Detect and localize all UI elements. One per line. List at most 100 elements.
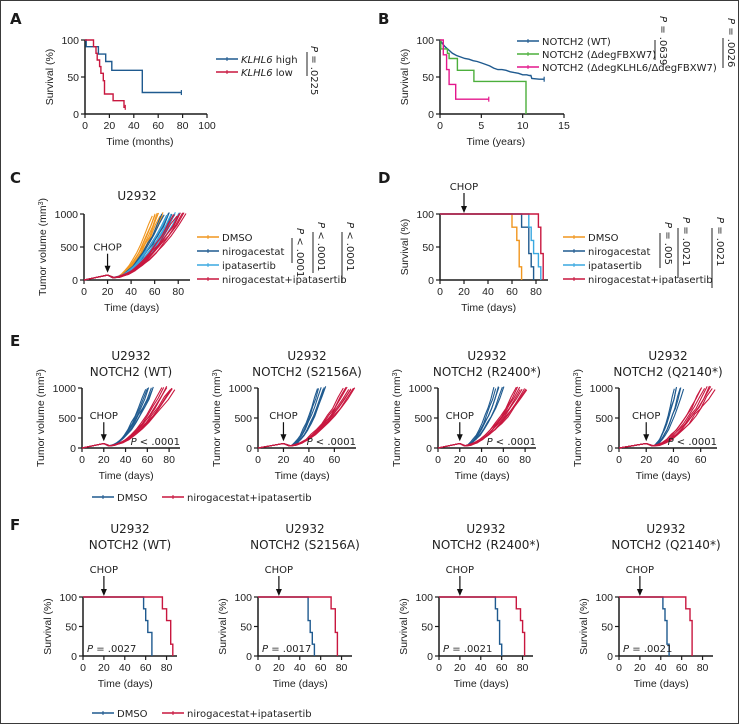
y-axis-label: Survival (%) bbox=[399, 49, 411, 106]
panel-letter-a: A bbox=[10, 10, 22, 28]
y-tick-label: 50 bbox=[421, 622, 433, 634]
x-axis-label: Time (days) bbox=[454, 678, 509, 690]
legend-label-suffix: high bbox=[273, 55, 298, 66]
chart-title-line2: NOTCH2 (S2156A) bbox=[252, 365, 362, 379]
x-tick-label: 10 bbox=[517, 120, 529, 132]
x-tick-label: 60 bbox=[329, 454, 341, 466]
y-tick-label: 0 bbox=[428, 275, 434, 287]
y-axis-label-close: ) bbox=[391, 369, 403, 373]
legend-label: nirogacestat+ipatasertib bbox=[588, 275, 713, 286]
x-tick-label: 40 bbox=[476, 454, 488, 466]
y-axis-label: Tumor volume (mm3) bbox=[211, 369, 223, 467]
chop-label: CHOP bbox=[446, 565, 474, 576]
p-value-symbol: P bbox=[725, 18, 736, 25]
x-axis-label: Time (months) bbox=[106, 136, 173, 148]
x-tick-label: 20 bbox=[454, 454, 466, 466]
y-tick-label: 0 bbox=[70, 443, 76, 455]
chop-arrow-head bbox=[275, 589, 282, 596]
y-axis-label: Tumor volume (mm3) bbox=[572, 369, 584, 467]
y-axis-label-sup: 3 bbox=[392, 372, 399, 376]
legend-label: nirogacestat+ipatasertib bbox=[187, 709, 312, 720]
p-value: P < .0001 bbox=[294, 228, 305, 277]
series-line-dmso bbox=[439, 596, 503, 656]
chart-title-line1: U2932 bbox=[648, 349, 687, 363]
series-line-nirogacestat bbox=[440, 213, 535, 280]
panel-letter-d: D bbox=[378, 169, 390, 187]
legend-label: NOTCH2 (WT) bbox=[542, 37, 611, 48]
chart-title-line2: NOTCH2 (R2400*) bbox=[433, 365, 541, 379]
series-line-notch2-wt- bbox=[439, 39, 545, 80]
legend-label: nirogacestat+ipatasertib bbox=[187, 493, 312, 504]
chart-title-line2: NOTCH2 (R2400*) bbox=[432, 538, 540, 552]
legend-label: DMSO bbox=[117, 493, 148, 504]
y-axis-label: Survival (%) bbox=[217, 598, 229, 655]
p-value-text: = .0017 bbox=[268, 644, 311, 655]
x-tick-label: 20 bbox=[634, 662, 646, 674]
y-tick-label: 100 bbox=[416, 209, 434, 221]
chop-arrow-head bbox=[280, 434, 287, 442]
x-tick-label: 0 bbox=[436, 662, 442, 674]
chart-title-line1: U2932 bbox=[285, 522, 324, 536]
growth-curve-nirogacestat-ipatasertib bbox=[81, 389, 176, 449]
legend-label: nirogacestat bbox=[222, 247, 285, 258]
p-value-symbol: P bbox=[344, 222, 355, 229]
x-tick-label: 5 bbox=[478, 120, 484, 132]
growth-curve-nirogacestat-ipatasertib bbox=[257, 387, 356, 449]
chart-panel-f4: 0 20 40 60 80 0 50 100 Time (days) Survival (%) U2… bbox=[578, 522, 721, 690]
chart-title-line2: NOTCH2 (WT) bbox=[89, 538, 171, 552]
y-axis-label-close: ) bbox=[37, 198, 49, 202]
p-value-symbol: P bbox=[87, 644, 94, 655]
chart-title-line1: U2932 bbox=[466, 522, 505, 536]
x-tick-label: 0 bbox=[82, 120, 88, 132]
y-tick-label: 50 bbox=[67, 72, 79, 84]
chop-arrow-head bbox=[643, 434, 650, 442]
y-axis-label-main: Tumor volume (mm bbox=[35, 376, 47, 467]
p-value-text: < .0001 bbox=[674, 437, 717, 448]
x-tick-label: 20 bbox=[458, 286, 470, 298]
y-tick-label: 100 bbox=[416, 35, 434, 47]
x-tick-label: 40 bbox=[294, 662, 306, 674]
y-axis-label: Survival (%) bbox=[42, 598, 54, 655]
x-tick-label: 80 bbox=[697, 662, 709, 674]
y-tick-label: 100 bbox=[234, 592, 252, 604]
x-axis-label: Time (days) bbox=[98, 678, 153, 690]
y-axis-label: Survival (%) bbox=[399, 219, 411, 276]
x-tick-label: 0 bbox=[616, 454, 622, 466]
x-tick-label: 40 bbox=[475, 662, 487, 674]
p-value-text: = .005 bbox=[662, 228, 673, 265]
y-axis-label-main: Tumor volume (mm bbox=[572, 376, 584, 467]
chop-arrow-head bbox=[100, 434, 107, 442]
series-line-dmso bbox=[258, 596, 316, 656]
y-tick-label: 50 bbox=[65, 622, 77, 634]
legend-label: NOTCH2 (ΔdegKLHL6/ΔdegFBXW7) bbox=[542, 63, 717, 74]
chop-label: CHOP bbox=[90, 411, 118, 422]
y-axis-label: Survival (%) bbox=[398, 598, 410, 655]
p-value-symbol: P bbox=[307, 437, 314, 448]
y-tick-label: 0 bbox=[73, 109, 79, 121]
chart-title-line1: U2932 bbox=[646, 522, 685, 536]
y-tick-label: 50 bbox=[422, 242, 434, 254]
series-line-ipatasertib bbox=[440, 213, 542, 280]
legend-label-gene: KLHL6 bbox=[241, 55, 273, 66]
x-tick-label: 60 bbox=[676, 662, 688, 674]
chart-title-line1: U2932 bbox=[287, 349, 326, 363]
y-axis-label-close: ) bbox=[35, 369, 47, 373]
y-axis-label-sup: 3 bbox=[212, 372, 219, 376]
p-value-symbol: P bbox=[443, 644, 450, 655]
y-tick-label: 1000 bbox=[409, 383, 433, 395]
y-axis-label: Tumor volume (mm3) bbox=[391, 369, 403, 467]
series-line-nirogacestat-ipatasertib bbox=[258, 596, 339, 656]
shared-legend-f: DMSO nirogacestat+ipatasertib bbox=[92, 709, 312, 720]
chart-panel-d: 0 20 40 60 80 0 50 100 Time (days) Survival (%) CH… bbox=[399, 182, 548, 314]
chart-title: U2932 bbox=[117, 189, 156, 203]
y-tick-label: 1000 bbox=[590, 383, 614, 395]
y-tick-label: 50 bbox=[422, 72, 434, 84]
series-line-dmso bbox=[440, 213, 523, 280]
chart-title-line1: U2932 bbox=[110, 522, 149, 536]
series-line-dmso bbox=[619, 596, 670, 656]
chart-title-line2: NOTCH2 (Q2140*) bbox=[611, 538, 720, 552]
x-tick-label: 60 bbox=[152, 120, 164, 132]
x-tick-label: 20 bbox=[104, 120, 116, 132]
chart-panel-c: 0 20 40 60 80 0 500 1000 Time (days) Tumor volume… bbox=[37, 189, 190, 314]
x-tick-label: 40 bbox=[125, 286, 137, 298]
